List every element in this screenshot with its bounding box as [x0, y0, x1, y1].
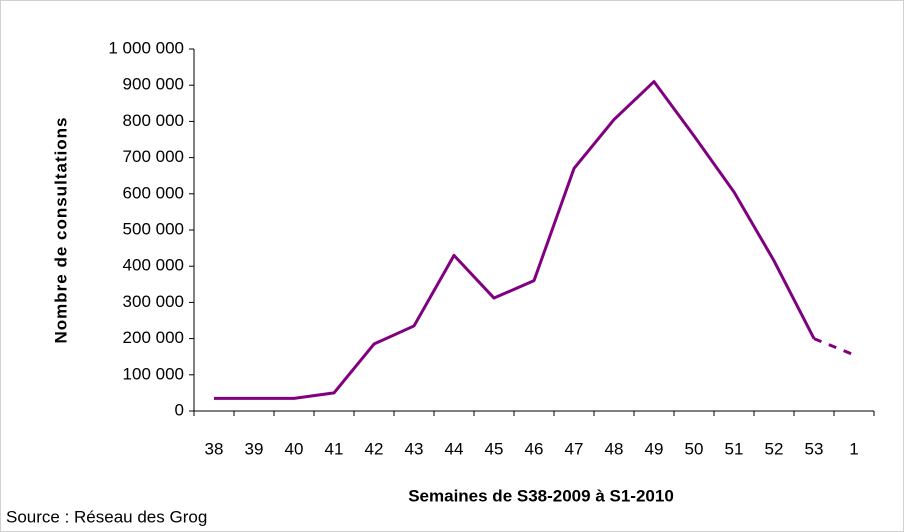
x-tick-label: 44: [445, 439, 464, 458]
x-tick-label: 38: [205, 439, 224, 458]
source: Source : Réseau des Grog: [6, 507, 207, 526]
x-tick-label: 40: [285, 439, 304, 458]
y-axis-title: Nombre de consultations: [51, 116, 70, 343]
x-tick-label: 46: [525, 439, 544, 458]
x-tick-label: 45: [485, 439, 504, 458]
x-tick-label: 50: [685, 439, 704, 458]
y-tick-label: 100 000: [123, 364, 184, 383]
x-tick-label: 42: [365, 439, 384, 458]
x-tick-label: 53: [805, 439, 824, 458]
line: [214, 80, 816, 400]
x-tick-label: 41: [325, 439, 344, 458]
x-axis-title: Semaines de S38-2009 à S1-2010: [408, 486, 674, 505]
x-tick-label: 1: [849, 439, 858, 458]
x-tick-label: 47: [565, 439, 584, 458]
y-tick-label: 200 000: [123, 328, 184, 347]
x-tick-label: 51: [725, 439, 744, 458]
y-tick-label: 400 000: [123, 256, 184, 275]
y-tick-label: 500 000: [123, 219, 184, 238]
y-tick-label: 900 000: [123, 75, 184, 94]
y-tick-label: 700 000: [123, 147, 184, 166]
x-tick-label: 52: [765, 439, 784, 458]
x-tick-label: 48: [605, 439, 624, 458]
y-tick-label: 800 000: [123, 111, 184, 130]
y-tick-label: 600 000: [123, 183, 184, 202]
line-dashed: [813, 337, 855, 357]
x-tick-label: 39: [245, 439, 264, 458]
y-tick-label: 300 000: [123, 292, 184, 311]
x-tick-label: 43: [405, 439, 424, 458]
y-tick-label: 1 000 000: [108, 38, 184, 57]
y-tick-label: 0: [175, 400, 184, 419]
x-tick-label: 49: [645, 439, 664, 458]
